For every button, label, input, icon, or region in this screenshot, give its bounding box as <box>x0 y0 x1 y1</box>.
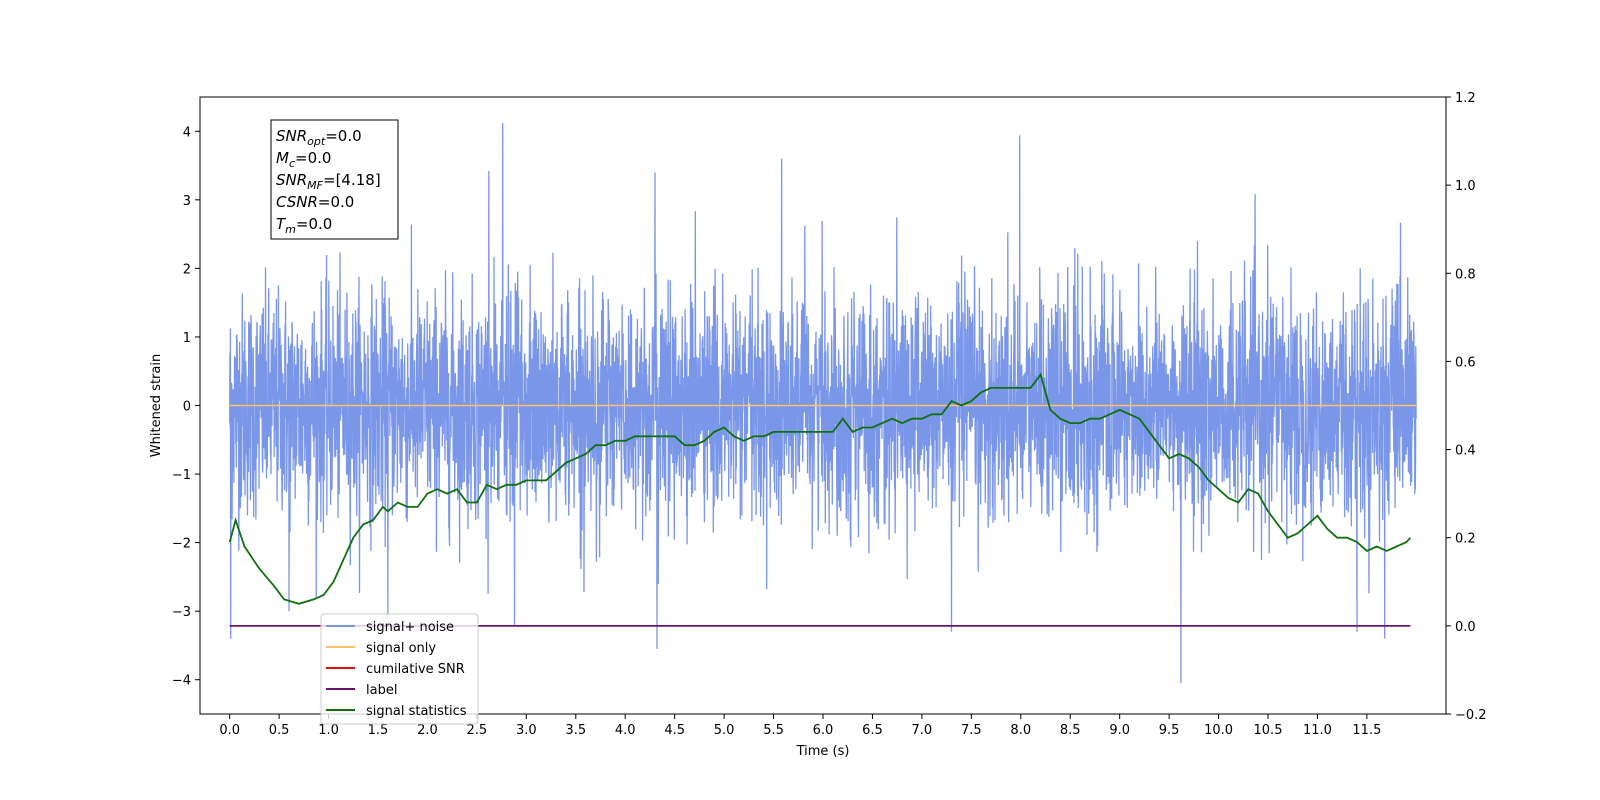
annotation-value: =0.0 <box>318 193 354 211</box>
annotation-value: =[4.18] <box>323 171 381 189</box>
annotation-subscript: c <box>289 157 295 170</box>
x-tick-label: 0.5 <box>269 723 290 738</box>
x-tick-label: 1.0 <box>318 723 339 738</box>
annotation-value: =0.0 <box>296 215 332 233</box>
y-tick-label: 0 <box>183 400 191 415</box>
x-tick-label: 8.0 <box>1010 723 1031 738</box>
x-tick-label: 7.5 <box>961 723 982 738</box>
x-tick-label: 11.5 <box>1352 723 1381 738</box>
y2-tick-label: 0.8 <box>1455 267 1476 282</box>
x-tick-label: 6.0 <box>813 723 834 738</box>
series-signal-noise-line <box>229 123 1417 684</box>
annotation-value: =0.0 <box>325 127 361 145</box>
legend-label: label <box>366 683 397 698</box>
axes: 0.0 0.5 1.0 1.5 2.0 2.5 3.0 3.5 4.0 4.5 5.0 5.5 6.0 6… <box>149 91 1487 759</box>
legend-frame <box>320 613 479 725</box>
annotation-symbol: M <box>276 149 289 167</box>
x-tick-label: 11.0 <box>1303 723 1332 738</box>
x-tick-label: 5.0 <box>714 723 735 738</box>
y-tick-label: 2 <box>183 262 191 277</box>
annotation-symbol: SNR <box>276 171 307 189</box>
y2-tick-label: 1.0 <box>1455 179 1476 194</box>
x-tick-label: 9.5 <box>1159 723 1180 738</box>
y2-tick-label: 0.0 <box>1455 620 1476 635</box>
annotation-line: SNRMF=[4.18] <box>276 171 381 192</box>
x-tick-label: 3.5 <box>565 723 586 738</box>
annotation-frame <box>270 119 399 240</box>
y2-tick-label: 0.6 <box>1455 355 1476 370</box>
x-tick-label: 8.5 <box>1060 723 1081 738</box>
annotation-value: =0.0 <box>295 149 331 167</box>
annotation-line: SNRopt=0.0 <box>276 127 362 148</box>
annotation-subscript: MF <box>307 179 323 192</box>
plot-area <box>228 123 1417 684</box>
x-tick-label: 7.0 <box>912 723 933 738</box>
annotation-symbol: T <box>276 215 287 233</box>
legend-label: signal+ noise <box>366 620 454 635</box>
x-tick-label: 2.5 <box>467 723 488 738</box>
y2-tick-label: 0.2 <box>1455 532 1476 547</box>
annotation-symbol: CSNR <box>276 193 318 211</box>
x-tick-label: 4.5 <box>664 723 685 738</box>
x-tick-label: 2.0 <box>417 723 438 738</box>
annotation-line: CSNR=0.0 <box>276 193 354 211</box>
annotation-box: SNRopt=0.0Mc=0.0SNRMF=[4.18]CSNR=0.0Tm=0… <box>270 119 399 240</box>
y-tick-label: −4 <box>172 674 191 689</box>
y2-tick-label: 0.4 <box>1455 444 1476 459</box>
legend-label: cumilative SNR <box>366 662 465 677</box>
annotation-subscript: opt <box>307 135 326 148</box>
x-tick-label: 1.5 <box>368 723 389 738</box>
series-signal-statistics-line <box>228 372 1412 605</box>
y2-tick-label: 1.2 <box>1455 91 1476 106</box>
x-tick-label: 0.0 <box>219 723 240 738</box>
legend-label: signal statistics <box>366 704 467 719</box>
y2-tick-label: −0.2 <box>1455 708 1487 723</box>
y-axis-label: Whitened strain <box>149 354 164 457</box>
x-axis-label: Time (s) <box>796 744 850 759</box>
legend: signal+ noise signal only cumilative SNR la… <box>320 613 479 725</box>
annotation-subscript: m <box>285 223 296 236</box>
annotation-symbol: SNR <box>276 127 307 145</box>
y-tick-label: 3 <box>183 194 191 209</box>
x-tick-label: 10.5 <box>1254 723 1283 738</box>
y-tick-label: −1 <box>172 468 191 483</box>
y-tick-label: −2 <box>172 537 191 552</box>
annotation-line: Mc=0.0 <box>276 149 331 170</box>
x-tick-label: 5.5 <box>763 723 784 738</box>
x-tick-label: 4.0 <box>615 723 636 738</box>
x-tick-label: 9.0 <box>1109 723 1130 738</box>
y-tick-label: −3 <box>172 605 191 620</box>
x-tick-label: 3.0 <box>516 723 537 738</box>
y-tick-label: 1 <box>183 331 191 346</box>
x-tick-label: 6.5 <box>862 723 883 738</box>
annotation-line: Tm=0.0 <box>276 215 332 236</box>
x-tick-label: 10.0 <box>1204 723 1233 738</box>
legend-label: signal only <box>366 641 436 656</box>
y-tick-label: 4 <box>183 125 191 140</box>
